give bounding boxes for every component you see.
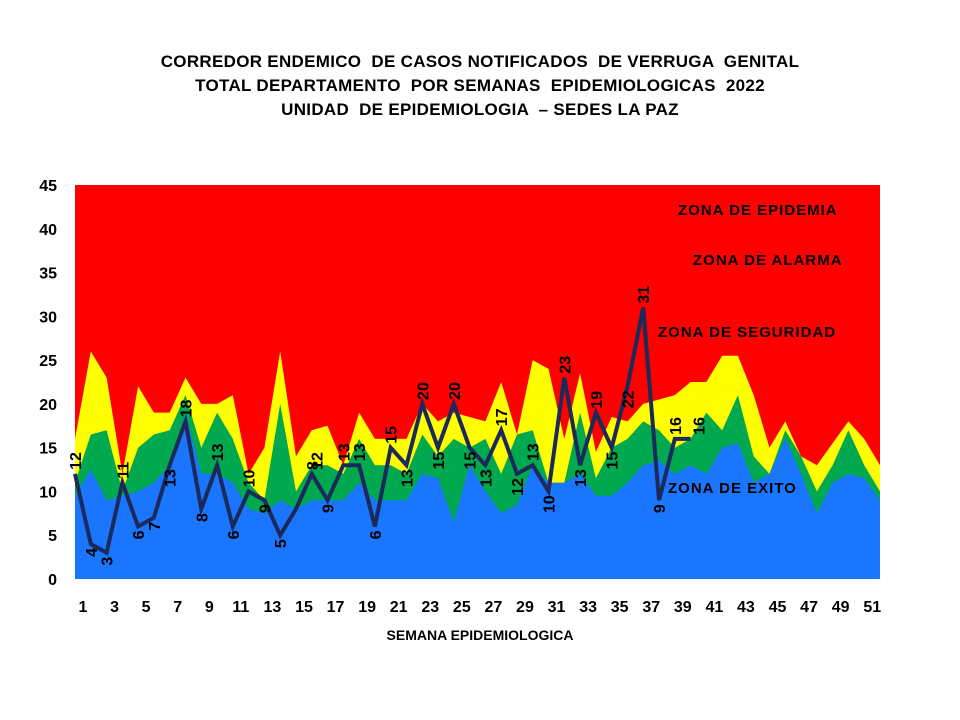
data-label: 10 xyxy=(242,469,259,487)
data-label: 13 xyxy=(399,469,416,487)
zone-label-alarma: ZONA DE ALARMA xyxy=(693,252,843,269)
zone-labels: ZONA DE EPIDEMIA ZONA DE ALARMA ZONA DE … xyxy=(658,202,843,497)
x-tick-label: 11 xyxy=(232,599,249,616)
chart-title: CORREDOR ENDEMICO DE CASOS NOTIFICADOS D… xyxy=(0,50,960,122)
x-tick-label: 15 xyxy=(295,599,313,616)
data-label: 13 xyxy=(210,443,227,461)
data-label: 9 xyxy=(652,504,669,513)
x-tick-label: 13 xyxy=(264,599,282,616)
data-label: 18 xyxy=(179,400,196,418)
x-tick-label: 33 xyxy=(579,599,597,616)
data-label: 5 xyxy=(273,539,290,548)
data-label: 6 xyxy=(368,530,385,539)
x-tick-label: 3 xyxy=(110,599,119,616)
data-label: 8 xyxy=(194,513,211,522)
series-line xyxy=(73,307,691,556)
x-tick-label: 35 xyxy=(611,599,629,616)
data-labels: 1243116713188136109581291313615132015201… xyxy=(68,286,708,566)
data-label: 13 xyxy=(163,469,180,487)
data-label: 15 xyxy=(463,452,480,470)
data-label: 3 xyxy=(100,557,117,566)
data-label: 9 xyxy=(321,504,338,513)
data-label: 16 xyxy=(692,417,709,435)
data-label: 13 xyxy=(352,443,369,461)
data-label: 13 xyxy=(336,443,353,461)
x-tick-label: 17 xyxy=(327,599,345,616)
data-label: 15 xyxy=(431,452,448,470)
x-axis-title: SEMANA EPIDEMIOLOGICA xyxy=(387,627,574,643)
zone-exito-area xyxy=(75,412,880,579)
data-label: 16 xyxy=(668,417,685,435)
data-label: 12 xyxy=(310,452,327,470)
x-tick-label: 45 xyxy=(769,599,787,616)
data-label: 17 xyxy=(494,408,511,426)
x-tick-label: 43 xyxy=(737,599,755,616)
x-tick-label: 49 xyxy=(832,599,850,616)
data-label: 23 xyxy=(557,356,574,374)
zone-label-exito: ZONA DE EXITO xyxy=(668,480,797,497)
x-tick-label: 21 xyxy=(390,599,408,616)
y-tick-label: 25 xyxy=(39,353,57,370)
y-tick-label: 10 xyxy=(39,484,57,501)
data-label: 12 xyxy=(510,478,527,496)
data-label: 10 xyxy=(542,495,559,513)
data-label: 6 xyxy=(226,530,243,539)
data-label: 6 xyxy=(131,530,148,539)
x-tick-label: 41 xyxy=(705,599,723,616)
title-line-1: CORREDOR ENDEMICO DE CASOS NOTIFICADOS D… xyxy=(160,52,800,71)
series-layer xyxy=(73,307,691,556)
y-tick-label: 0 xyxy=(48,572,57,589)
data-label: 4 xyxy=(84,548,101,557)
x-tick-label: 39 xyxy=(674,599,692,616)
x-tick-label: 47 xyxy=(800,599,818,616)
title-line-3: UNIDAD DE EPIDEMIOLOGIA – SEDES LA PAZ xyxy=(281,100,679,119)
zone-label-epidemia: ZONA DE EPIDEMIA xyxy=(678,202,838,219)
y-tick-label: 20 xyxy=(39,397,57,414)
y-tick-label: 30 xyxy=(39,309,57,326)
data-label: 20 xyxy=(415,382,432,400)
x-tick-label: 29 xyxy=(516,599,534,616)
y-tick-label: 35 xyxy=(39,266,57,283)
data-label: 12 xyxy=(68,452,85,470)
data-label: 13 xyxy=(526,443,543,461)
x-tick-label: 7 xyxy=(173,599,182,616)
x-tick-label: 23 xyxy=(421,599,439,616)
data-label: 20 xyxy=(447,382,464,400)
data-label: 9 xyxy=(257,504,274,513)
data-label: 8 xyxy=(305,461,322,470)
x-tick-label: 27 xyxy=(484,599,502,616)
y-tick-label: 45 xyxy=(39,178,57,195)
y-axis: 0 5 10 15 20 25 30 35 40 45 xyxy=(39,178,57,589)
y-tick-label: 40 xyxy=(39,222,57,239)
y-tick-label: 15 xyxy=(39,441,57,458)
zone-label-seguridad: ZONA DE SEGURIDAD xyxy=(658,324,836,341)
x-axis: 1 3 5 7 9 11 13 15 17 19 21 23 25 27 29 31 33 35 37 39 41 43 4… xyxy=(79,599,882,616)
title-line-2: TOTAL DEPARTAMENTO POR SEMANAS EPIDEMIOL… xyxy=(195,76,765,95)
data-label: 13 xyxy=(573,469,590,487)
x-tick-label: 19 xyxy=(358,599,376,616)
data-label: 15 xyxy=(605,452,622,470)
data-label: 19 xyxy=(589,391,606,409)
x-tick-label: 51 xyxy=(863,599,881,616)
x-tick-label: 9 xyxy=(205,599,214,616)
x-tick-label: 37 xyxy=(642,599,660,616)
data-label: 31 xyxy=(636,286,653,304)
x-tick-label: 25 xyxy=(453,599,471,616)
x-tick-label: 1 xyxy=(79,599,88,616)
data-label: 11 xyxy=(115,462,132,479)
data-label: 13 xyxy=(478,469,495,487)
y-tick-label: 5 xyxy=(48,528,57,545)
data-label: 22 xyxy=(620,390,637,408)
x-tick-label: 31 xyxy=(548,599,566,616)
data-label: 15 xyxy=(384,426,401,444)
data-label: 7 xyxy=(147,522,164,531)
x-tick-label: 5 xyxy=(142,599,151,616)
